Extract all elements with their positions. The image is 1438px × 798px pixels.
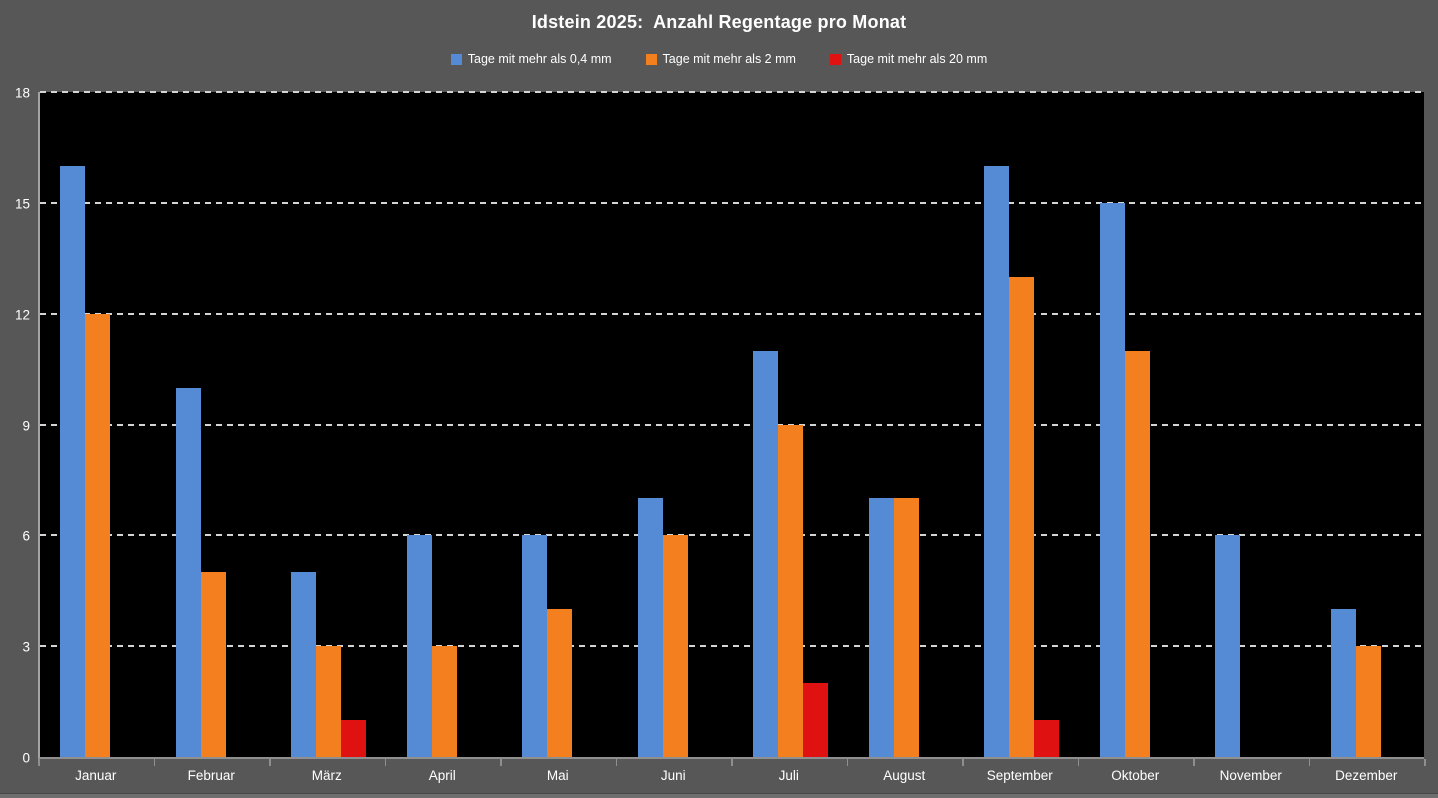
bar-april-1	[406, 535, 432, 757]
bar-märz-3	[341, 720, 367, 757]
x-axis-ticks	[38, 759, 1426, 767]
legend-label-series-1: Tage mit mehr als 0,4 mm	[467, 52, 612, 66]
x-axis-tick	[1193, 759, 1195, 766]
x-axis-tick	[1077, 759, 1079, 766]
x-axis-label-oktober: Oktober	[1111, 768, 1160, 783]
x-axis-tick	[962, 759, 964, 766]
legend-item-series-1: Tage mit mehr als 0,4 mm	[450, 52, 612, 66]
bar-dezember-1	[1330, 609, 1356, 757]
y-axis-tick-label-12: 12	[14, 307, 30, 323]
legend-item-series-3: Tage mit mehr als 20 mm	[829, 52, 988, 66]
bar-november-1	[1215, 535, 1241, 757]
bar-juli-3	[803, 683, 829, 757]
x-axis-tick	[38, 759, 40, 766]
y-axis-tick-label-9: 9	[22, 418, 30, 433]
legend: Tage mit mehr als 0,4 mm Tage mit mehr a…	[0, 52, 1438, 66]
x-axis-label-mai: Mai	[546, 768, 569, 783]
x-axis-tick	[615, 759, 617, 766]
x-axis-tick	[731, 759, 733, 766]
x-axis-tick	[269, 759, 271, 766]
legend-label-series-3: Tage mit mehr als 20 mm	[846, 52, 988, 66]
bar-august-2	[893, 498, 919, 757]
x-axis-tick	[384, 759, 386, 766]
bar-juli-1	[753, 350, 779, 757]
x-axis-label-dezember: Dezember	[1335, 768, 1398, 783]
bar-januar-2	[85, 313, 111, 757]
bottom-edge-strip	[0, 793, 1438, 798]
y-axis-tick-label-6: 6	[22, 528, 30, 544]
x-axis-tick	[1308, 759, 1310, 766]
bar-juni-2	[662, 535, 688, 757]
x-axis-tick	[846, 759, 848, 766]
bar-dezember-2	[1355, 646, 1381, 757]
bar-januar-1	[60, 165, 86, 757]
bar-september-1	[984, 165, 1010, 757]
bar-juni-1	[637, 498, 663, 757]
gridline-y-3	[40, 645, 1424, 648]
bar-mai-1	[522, 535, 548, 757]
x-axis-label-januar: Januar	[75, 768, 117, 783]
bar-märz-1	[291, 572, 317, 757]
gridline-y-18	[40, 91, 1424, 93]
legend-swatch-blue-icon	[450, 53, 462, 65]
legend-item-series-2: Tage mit mehr als 2 mm	[645, 52, 796, 66]
x-axis-label-april: April	[428, 768, 456, 783]
x-axis-tick	[1424, 759, 1426, 766]
x-axis-tick	[500, 759, 502, 766]
x-axis-label-september: September	[986, 768, 1053, 783]
bar-juli-2	[778, 424, 804, 757]
y-axis-tick-label-15: 15	[14, 196, 30, 212]
bar-april-2	[431, 646, 457, 757]
legend-label-series-2: Tage mit mehr als 2 mm	[662, 52, 796, 66]
bar-september-3	[1034, 720, 1060, 757]
x-axis-label-juli: Juli	[778, 768, 799, 783]
x-axis-label-august: August	[883, 768, 926, 783]
x-axis-label-november: November	[1219, 768, 1282, 783]
x-axis-tick	[153, 759, 155, 766]
bar-februar-2	[200, 572, 226, 757]
y-axis-tick-label-0: 0	[22, 750, 30, 766]
gridline-y-6	[40, 534, 1424, 537]
bar-oktober-1	[1099, 202, 1125, 757]
bar-märz-2	[316, 646, 342, 757]
x-axis-label-februar: Februar	[187, 768, 235, 783]
bar-september-2	[1009, 276, 1035, 757]
y-axis-tick-label-3: 3	[22, 639, 30, 655]
chart-title: Idstein 2025: Anzahl Regentage pro Monat	[531, 12, 907, 32]
gridline-y-15	[40, 201, 1424, 204]
gridline-y-9	[40, 423, 1424, 426]
x-axis-label-märz: März	[311, 768, 342, 783]
gridline-y-12	[40, 312, 1424, 315]
plot-area	[38, 91, 1424, 759]
legend-swatch-red-icon	[829, 53, 841, 65]
y-axis-tick-label-18: 18	[14, 85, 30, 101]
x-axis-labels: Januar Februar März April Mai Juni Juli August S…	[38, 768, 1424, 790]
x-axis-label-juni: Juni	[660, 768, 686, 783]
bar-oktober-2	[1124, 350, 1150, 757]
legend-swatch-orange-icon	[645, 53, 657, 65]
bar-februar-1	[175, 387, 201, 757]
bar-august-1	[868, 498, 894, 757]
y-axis-labels: 0 3 6 9 12 15 18	[0, 86, 30, 766]
bar-mai-2	[547, 609, 573, 757]
